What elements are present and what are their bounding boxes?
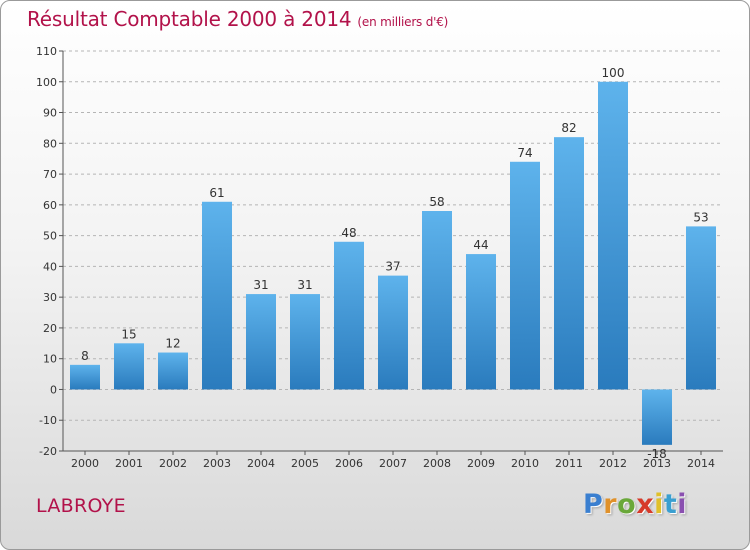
logo-letter: i [654, 489, 664, 520]
y-tick-label: 100 [36, 76, 57, 89]
x-tick-label-2011: 2011 [555, 457, 583, 470]
bar-2004 [246, 294, 276, 390]
y-tick-label: 50 [43, 230, 57, 243]
data-label-2014: 53 [693, 210, 708, 224]
data-labels: 8 15 12 61 31 31 48 37 58 44 74 82 100 -18 53 [81, 66, 708, 461]
bar-2003 [202, 201, 232, 390]
logo-letter: x [636, 489, 655, 520]
data-label-2010: 74 [517, 146, 532, 160]
y-tick-label: 90 [43, 107, 57, 120]
x-tick-label-2013: 2013 [643, 457, 671, 470]
data-label-2003: 61 [209, 186, 224, 200]
bar-2011 [554, 137, 584, 390]
data-label-2005: 31 [297, 278, 312, 292]
y-tick-label: 60 [43, 199, 57, 212]
bar-2005 [290, 294, 320, 390]
data-label-2013: -18 [647, 447, 667, 461]
logo-letter: t [663, 489, 678, 520]
x-tick-label-2000: 2000 [71, 457, 99, 470]
data-label-2006: 48 [341, 226, 356, 240]
chart-title-main: Résultat Comptable 2000 à 2014 [27, 7, 352, 31]
y-tick-label: 10 [43, 353, 57, 366]
data-label-2004: 31 [253, 278, 268, 292]
x-tick-label-2012: 2012 [599, 457, 627, 470]
bar-2013 [642, 389, 672, 445]
data-label-2001: 15 [121, 327, 136, 341]
y-tick-label: 30 [43, 291, 57, 304]
bar-2010 [510, 161, 540, 390]
data-label-2012: 100 [602, 66, 625, 80]
bar-2012 [598, 81, 628, 390]
commune-name: LABROYE [36, 495, 126, 517]
data-label-2000: 8 [81, 349, 89, 363]
bar-2009 [466, 254, 496, 390]
axes: -20 -10 0 10 20 30 40 50 60 70 80 90 100 110 2000 2001 2… [36, 45, 723, 470]
y-tick-label: 0 [50, 383, 57, 396]
bar-2000 [70, 364, 100, 390]
x-tick-label-2006: 2006 [335, 457, 363, 470]
y-tick-label: 40 [43, 260, 57, 273]
chart-title: Résultat Comptable 2000 à 2014 (en millie… [27, 7, 448, 31]
bar-2001 [114, 343, 144, 390]
bar-2006 [334, 241, 364, 390]
x-tick-label-2002: 2002 [159, 457, 187, 470]
y-tick-label: 20 [43, 322, 57, 335]
x-tick-label-2004: 2004 [247, 457, 275, 470]
bars [70, 81, 716, 445]
logo-letter: i [677, 489, 688, 520]
bar-2014 [686, 226, 716, 390]
x-tick-label-2009: 2009 [467, 457, 495, 470]
logo-letter: o [617, 489, 637, 520]
y-tick-label: -20 [39, 445, 57, 458]
x-tick-label-2008: 2008 [423, 457, 451, 470]
bar-2007 [378, 275, 408, 390]
bar-2002 [158, 352, 188, 390]
x-tick-label-2014: 2014 [687, 457, 715, 470]
data-label-2008: 58 [429, 195, 444, 209]
data-label-2011: 82 [561, 121, 576, 135]
data-label-2002: 12 [165, 337, 180, 351]
x-tick-label-2007: 2007 [379, 457, 407, 470]
y-tick-label: 110 [36, 45, 57, 58]
proxiti-logo[interactable]: Proxiti [583, 489, 687, 520]
y-tick-label: 80 [43, 137, 57, 150]
y-tick-label: 70 [43, 168, 57, 181]
logo-letter: r [603, 489, 618, 520]
bar-2008 [422, 211, 452, 390]
x-tick-label-2010: 2010 [511, 457, 539, 470]
data-label-2007: 37 [385, 260, 400, 274]
y-tick-label: -10 [39, 414, 57, 427]
chart-title-unit: (en milliers d'€) [357, 15, 449, 29]
x-tick-label-2005: 2005 [291, 457, 319, 470]
x-tick-label-2003: 2003 [203, 457, 231, 470]
data-label-2009: 44 [473, 238, 488, 252]
logo-letter: P [583, 489, 604, 520]
x-tick-label-2001: 2001 [115, 457, 143, 470]
